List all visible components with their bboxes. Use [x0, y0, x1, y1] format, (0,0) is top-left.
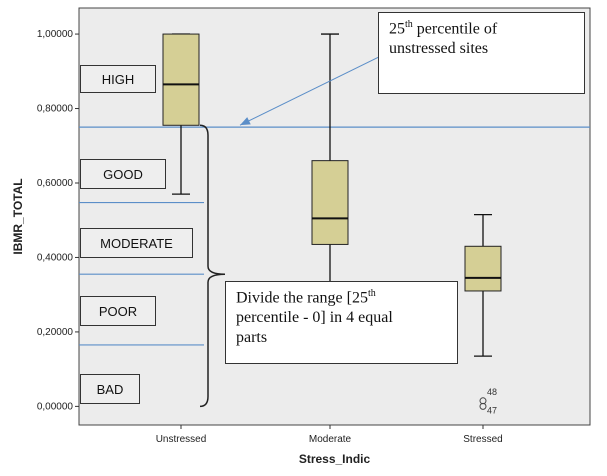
percentile-note-line1: percentile of	[412, 20, 498, 38]
divide-note-sup: th	[367, 288, 376, 299]
box-stressed: 48 47	[464, 213, 502, 415]
y-tick-label: 0,40000	[37, 252, 74, 263]
class-label-high: HIGH	[80, 65, 156, 93]
box-unstressed	[162, 33, 200, 195]
divide-note-pre: Divide the range [25	[236, 289, 368, 307]
x-axis-title: Stress_Indic	[299, 452, 371, 466]
y-tick-label: 0,00000	[37, 401, 74, 412]
annotation-arrow-head	[240, 117, 251, 126]
divide-note: Divide the range [25th percentile - 0] i…	[225, 281, 458, 364]
outlier-point	[479, 402, 487, 410]
outlier-label: 47	[487, 405, 497, 415]
y-axis-title: IBMR_TOTAL	[11, 178, 25, 254]
divide-note-line2: percentile - 0] in 4 equal	[236, 309, 393, 327]
outlier-label: 48	[487, 387, 497, 397]
percentile-note: 25th percentile of unstressed sites	[378, 12, 585, 94]
iqr-box	[464, 245, 502, 292]
x-tick-label: Moderate	[309, 434, 352, 445]
divide-note-line3: parts	[236, 329, 268, 347]
y-tick-label: 0,60000	[37, 178, 74, 189]
class-label-moderate: MODERATE	[80, 228, 193, 258]
percentile-note-sup: th	[405, 19, 413, 30]
iqr-box	[162, 33, 200, 126]
iqr-box	[311, 160, 349, 245]
x-tick-label: Stressed	[463, 434, 502, 445]
class-label-poor: POOR	[80, 296, 156, 326]
y-tick-label: 0,80000	[37, 104, 74, 115]
y-tick-label: 0,20000	[37, 327, 74, 338]
percentile-note-pre: 25	[389, 20, 405, 38]
range-brace	[199, 124, 226, 408]
y-tick-label: 1,00000	[37, 29, 74, 40]
percentile-note-line2: unstressed sites	[389, 40, 489, 58]
x-tick-label: Unstressed	[156, 434, 207, 445]
class-label-bad: BAD	[80, 374, 140, 404]
class-label-good: GOOD	[80, 159, 166, 189]
annotation-arrow	[239, 53, 386, 126]
